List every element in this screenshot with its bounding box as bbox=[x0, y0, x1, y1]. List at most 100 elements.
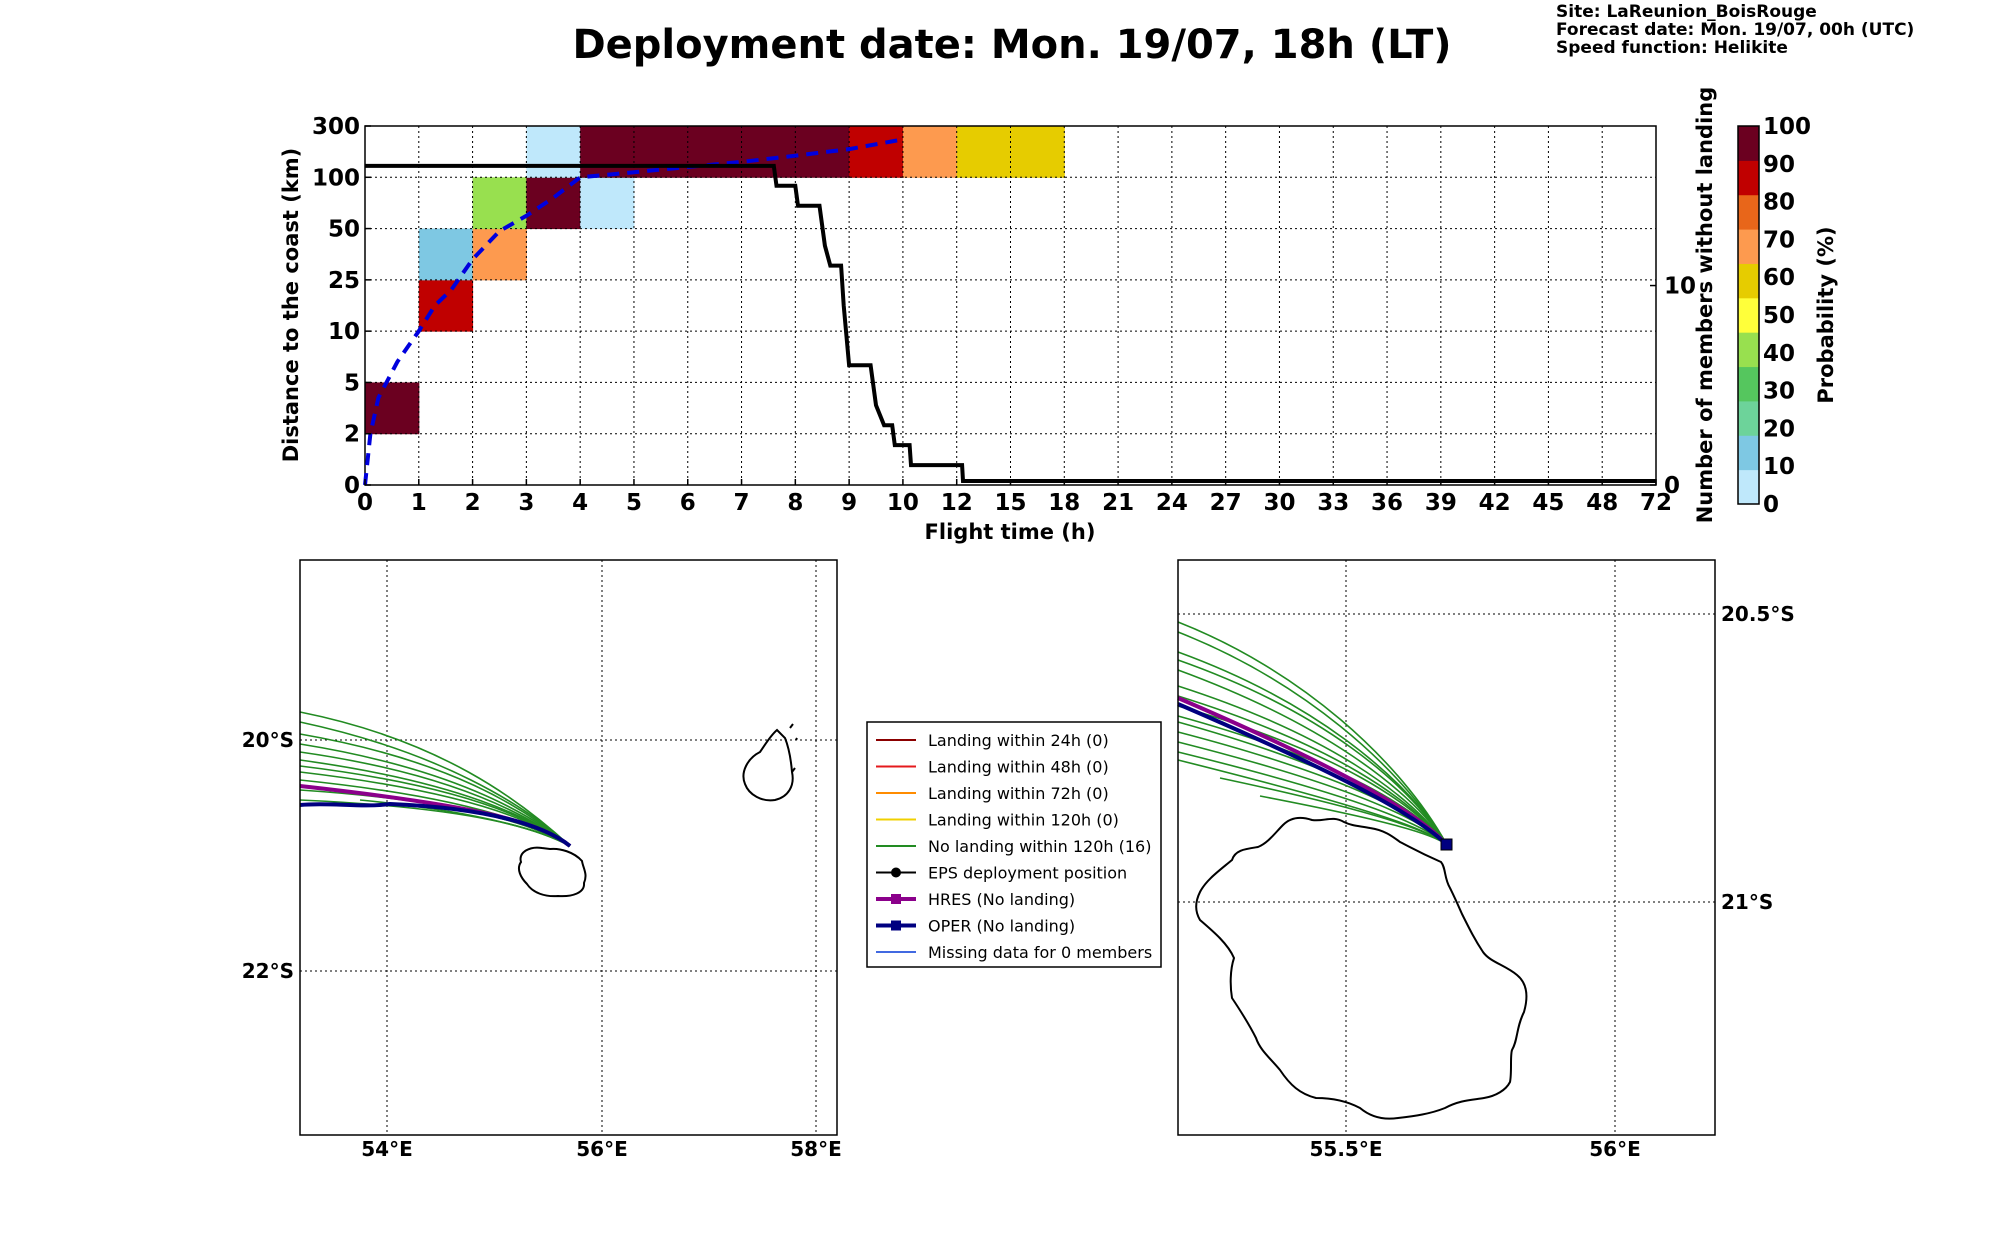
speed-label: Speed function: Helikite bbox=[1556, 38, 1788, 58]
heatmap-cell bbox=[956, 126, 1011, 178]
colorbar-tick-label: 80 bbox=[1763, 190, 1795, 216]
heatmap-y-tick-label: 0 bbox=[344, 473, 360, 499]
colorbar-segment bbox=[1738, 469, 1759, 505]
colorbar-tick-label: 100 bbox=[1763, 114, 1811, 140]
legend-marker bbox=[891, 894, 901, 904]
heatmap-x-tick-label: 48 bbox=[1586, 490, 1618, 516]
legend-items: Landing within 24h (0) Landing within 48h… bbox=[876, 731, 1152, 962]
legend-label: Landing within 120h (0) bbox=[928, 811, 1119, 830]
reunion-island-detail-outline bbox=[1195, 816, 1528, 1120]
colorbar-tick-label: 60 bbox=[1763, 265, 1795, 291]
left-map-xtick: 58°E bbox=[790, 1137, 842, 1161]
heatmap-x-tick-label: 4 bbox=[572, 490, 588, 516]
legend-item: EPS deployment position bbox=[876, 864, 1127, 883]
heatmap-y2-ticks: 0 10 bbox=[1650, 274, 1696, 499]
colorbar-cells bbox=[1738, 126, 1759, 505]
colorbar-segment bbox=[1738, 435, 1759, 471]
heatmap-cell bbox=[687, 126, 743, 178]
heatmap-x-tick-label: 9 bbox=[841, 490, 857, 516]
left-map-frame bbox=[299, 559, 838, 1136]
heatmap-x-tick-label: 72 bbox=[1640, 490, 1672, 516]
left-map-xtick: 54°E bbox=[361, 1137, 413, 1161]
mauritius-outline bbox=[742, 728, 794, 802]
heatmap-x-tick-label: 27 bbox=[1210, 490, 1242, 516]
colorbar-segment bbox=[1738, 126, 1759, 161]
heatmap-x-tick-label: 42 bbox=[1479, 490, 1511, 516]
right-map-ytick: 20.5°S bbox=[1721, 602, 1795, 626]
heatmap-cell bbox=[795, 126, 850, 178]
colorbar-segment bbox=[1738, 366, 1759, 402]
heatmap-y2-tick-label: 0 bbox=[1664, 473, 1680, 499]
mauritius-islets bbox=[789, 723, 798, 773]
forecast-label: Forecast date: Mon. 19/07, 00h (UTC) bbox=[1556, 20, 1914, 40]
heatmap-x-tick-label: 18 bbox=[1048, 490, 1080, 516]
legend-item: Landing within 48h (0) bbox=[876, 758, 1109, 777]
right-map-ytick: 21°S bbox=[1721, 890, 1773, 914]
legend-label: Landing within 72h (0) bbox=[928, 784, 1109, 803]
heatmap-gridlines bbox=[365, 126, 1656, 485]
colorbar-ticks: 0 10 20 30 40 50 60 70 80 90 100 bbox=[1763, 114, 1811, 518]
heatmap-cell bbox=[526, 126, 581, 178]
right-map-frame bbox=[1177, 559, 1716, 1136]
median-distance-line bbox=[363, 138, 898, 486]
regional-trajectory-map: 54°E 56°E 58°E 20°S 22°S bbox=[242, 559, 842, 1161]
heatmap-y-tick-label: 5 bbox=[344, 370, 360, 396]
legend-item: No landing within 120h (16) bbox=[876, 837, 1151, 856]
heatmap-cell bbox=[741, 126, 796, 178]
colorbar-segment bbox=[1738, 400, 1759, 436]
heatmap-cell bbox=[902, 126, 958, 178]
heatmap-cell bbox=[580, 177, 635, 230]
legend-label: Landing within 24h (0) bbox=[928, 731, 1109, 750]
heatmap-x-tick-label: 5 bbox=[626, 490, 642, 516]
heatmap-x-tick-label: 39 bbox=[1425, 490, 1457, 516]
heatmap-x-tick-label: 7 bbox=[734, 490, 750, 516]
heatmap-x-tick-label: 3 bbox=[518, 490, 534, 516]
heatmap-cell bbox=[472, 177, 527, 230]
colorbar-segment bbox=[1738, 263, 1759, 299]
colorbar-segment bbox=[1738, 194, 1759, 230]
heatmap-x-tick-label: 0 bbox=[357, 490, 373, 516]
heatmap-x-tick-label: 45 bbox=[1532, 490, 1564, 516]
heatmap-x-ticks: 0 1 2 3 4 5 6 7 8 9 10 12 15 18 21 24 27 30 33 36 39 42 45 48 72 bbox=[357, 479, 1672, 516]
colorbar-tick-label: 20 bbox=[1763, 416, 1795, 442]
left-map-xtick: 56°E bbox=[576, 1137, 628, 1161]
colorbar-tick-label: 70 bbox=[1763, 227, 1795, 253]
heatmap-cell bbox=[849, 126, 904, 178]
heatmap-y-tick-label: 50 bbox=[328, 217, 360, 243]
heatmap-cell bbox=[472, 228, 527, 281]
right-trajectory bbox=[1177, 669, 1448, 846]
legend-label: OPER (No landing) bbox=[928, 917, 1075, 936]
heatmap-x-tick-label: 10 bbox=[887, 490, 919, 516]
heatmap-y2-label: Number of members without landing bbox=[1693, 87, 1717, 524]
legend-label: No landing within 120h (16) bbox=[928, 837, 1151, 856]
legend-item: Landing within 120h (0) bbox=[876, 811, 1119, 830]
colorbar-tick-label: 40 bbox=[1763, 341, 1795, 367]
site-label: Site: LaReunion_BoisRouge bbox=[1556, 2, 1817, 22]
probability-colorbar: 0 10 20 30 40 50 60 70 80 90 100 Probability (%) bbox=[1737, 114, 1838, 518]
heatmap-y-label: Distance to the coast (km) bbox=[279, 148, 303, 463]
colorbar-tick-label: 10 bbox=[1763, 454, 1795, 480]
colorbar-segment bbox=[1738, 297, 1759, 333]
right-trajectory bbox=[1177, 659, 1448, 846]
trajectory-legend: Landing within 24h (0) Landing within 48h… bbox=[866, 721, 1162, 968]
heatmap-x-tick-label: 30 bbox=[1263, 490, 1295, 516]
legend-marker bbox=[891, 867, 901, 878]
heatmap-x-tick-label: 2 bbox=[465, 490, 481, 516]
colorbar-label: Probability (%) bbox=[1814, 226, 1838, 403]
heatmap-y-tick-label: 10 bbox=[328, 319, 360, 345]
legend-item: Missing data for 0 members bbox=[876, 943, 1152, 962]
right-trajectory bbox=[1177, 621, 1448, 846]
distance-heatmap-chart: 0 1 2 3 4 5 6 7 8 9 10 12 15 18 21 24 27 30 33 36 39 42 45 48 72… bbox=[279, 87, 1717, 544]
left-map-ytick: 22°S bbox=[242, 959, 294, 983]
right-map-xtick: 55.5°E bbox=[1309, 1137, 1382, 1161]
reunion-island-outline bbox=[517, 846, 587, 898]
heatmap-y-tick-label: 25 bbox=[328, 268, 360, 294]
legend-item: HRES (No landing) bbox=[876, 890, 1075, 909]
heatmap-cells bbox=[365, 126, 1065, 435]
members-without-landing-line bbox=[365, 163, 1656, 483]
heatmap-cell bbox=[418, 279, 474, 332]
left-map-background bbox=[300, 560, 837, 1135]
heatmap-y-tick-label: 2 bbox=[344, 422, 360, 448]
